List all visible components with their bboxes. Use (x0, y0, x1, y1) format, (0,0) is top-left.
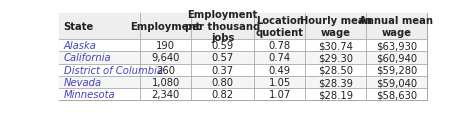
Text: Employment: Employment (131, 22, 201, 32)
Text: $59,280: $59,280 (376, 65, 417, 75)
Text: 0.57: 0.57 (211, 53, 234, 63)
Text: District of Columbia: District of Columbia (64, 65, 163, 75)
Bar (59, 40, 427, 52)
Text: 2,340: 2,340 (152, 89, 180, 99)
Text: $28.19: $28.19 (318, 89, 353, 99)
Text: 1.05: 1.05 (269, 77, 291, 87)
Text: State: State (64, 22, 94, 32)
Bar (59, 88, 427, 101)
Text: 9,640: 9,640 (152, 53, 180, 63)
Text: $28.50: $28.50 (318, 65, 353, 75)
Text: 190: 190 (156, 41, 175, 51)
Text: 1,080: 1,080 (152, 77, 180, 87)
Bar (59, 14, 427, 40)
Text: $63,930: $63,930 (376, 41, 417, 51)
Text: Annual mean
wage: Annual mean wage (359, 16, 433, 37)
Text: 0.49: 0.49 (269, 65, 291, 75)
Text: 0.74: 0.74 (269, 53, 291, 63)
Bar (59, 52, 427, 64)
Text: $29.30: $29.30 (318, 53, 353, 63)
Text: $28.39: $28.39 (318, 77, 353, 87)
Text: $58,630: $58,630 (376, 89, 417, 99)
Text: 260: 260 (156, 65, 175, 75)
Text: Minnesota: Minnesota (64, 89, 115, 99)
Text: Nevada: Nevada (64, 77, 102, 87)
Text: 0.80: 0.80 (212, 77, 234, 87)
Bar (59, 76, 427, 88)
Text: 1.07: 1.07 (269, 89, 291, 99)
Text: Employment
per thousand
jobs: Employment per thousand jobs (185, 10, 260, 43)
Text: 0.82: 0.82 (212, 89, 234, 99)
Bar (59, 64, 427, 76)
Text: $59,040: $59,040 (376, 77, 417, 87)
Text: 0.37: 0.37 (212, 65, 234, 75)
Text: $60,940: $60,940 (376, 53, 417, 63)
Text: 0.59: 0.59 (211, 41, 234, 51)
Text: $30.74: $30.74 (318, 41, 353, 51)
Text: Hourly mean
wage: Hourly mean wage (300, 16, 372, 37)
Text: 0.78: 0.78 (269, 41, 291, 51)
Text: California: California (64, 53, 111, 63)
Text: Location
quotient: Location quotient (255, 16, 304, 37)
Text: Alaska: Alaska (64, 41, 97, 51)
